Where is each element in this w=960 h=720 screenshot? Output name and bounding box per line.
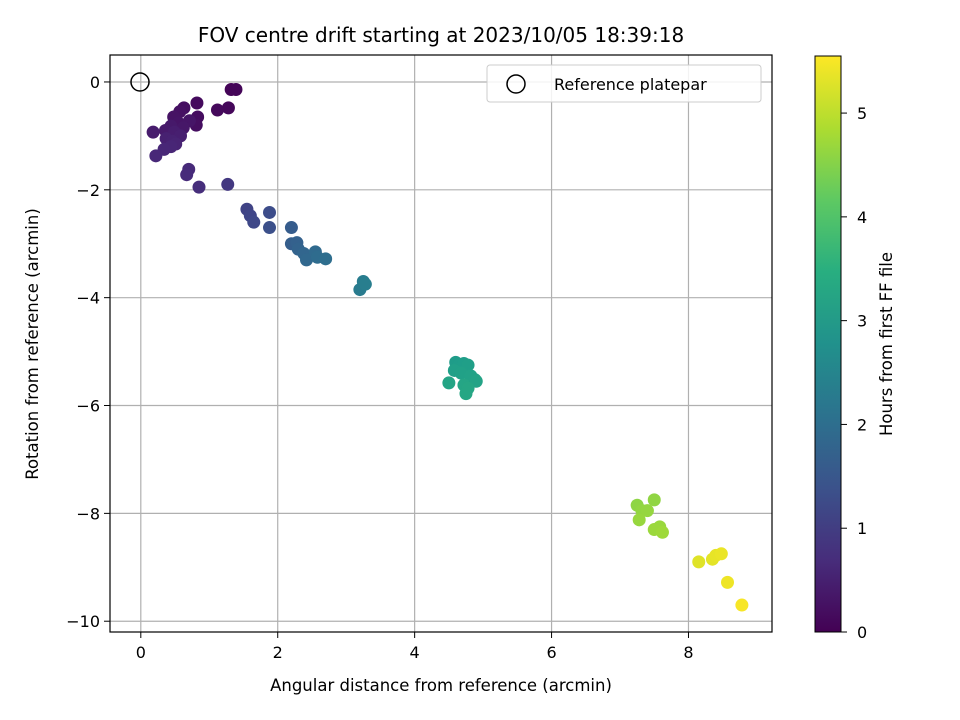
data-point: [192, 180, 206, 194]
data-point: [221, 101, 235, 115]
data-point: [640, 504, 654, 518]
x-tick-label: 2: [273, 643, 283, 662]
data-point: [459, 387, 473, 401]
y-axis-ticks: 0 −2 −4 −6 −8 −10: [66, 73, 110, 631]
data-point: [146, 125, 160, 139]
colorbar-ticks: 0 1 2 3 4 5: [841, 104, 867, 642]
colorbar-tick-label: 0: [857, 623, 867, 642]
data-point: [692, 555, 706, 569]
x-tick-label: 4: [410, 643, 420, 662]
data-point: [721, 575, 735, 589]
data-point: [319, 252, 333, 266]
data-point: [735, 598, 749, 612]
x-tick-label: 8: [683, 643, 693, 662]
data-point: [647, 493, 661, 507]
chart-title: FOV centre drift starting at 2023/10/05 …: [198, 23, 684, 47]
data-point: [263, 221, 277, 235]
legend: Reference platepar: [486, 64, 762, 103]
x-tick-label: 0: [136, 643, 146, 662]
grid-lines: [110, 55, 772, 632]
y-tick-label: −4: [76, 289, 100, 308]
legend-box: [486, 64, 762, 103]
x-axis-label: Angular distance from reference (arcmin): [270, 676, 612, 695]
data-point: [149, 149, 163, 163]
colorbar-tick-label: 1: [857, 519, 867, 538]
y-tick-label: −2: [76, 181, 100, 200]
x-tick-label: 6: [546, 643, 556, 662]
data-point: [632, 513, 646, 527]
data-point: [714, 547, 728, 561]
colorbar-tick-label: 2: [857, 415, 867, 434]
data-point: [655, 525, 669, 539]
plot-frame: [109, 54, 773, 633]
reference-platepar-marker: [130, 72, 150, 92]
x-axis-ticks: 0 2 4 6 8: [136, 632, 694, 662]
colorbar-label: Hours from first FF file: [877, 252, 896, 436]
data-points: [146, 83, 749, 612]
colorbar-tick-label: 5: [857, 104, 867, 123]
data-point: [442, 376, 456, 390]
legend-marker-icon: [506, 74, 526, 94]
y-tick-label: −6: [76, 397, 100, 416]
data-point: [247, 215, 261, 229]
y-tick-label: 0: [90, 73, 100, 92]
data-point: [190, 96, 204, 110]
data-point: [299, 253, 313, 267]
y-tick-label: −8: [76, 504, 100, 523]
data-point: [358, 277, 372, 291]
data-point: [229, 83, 243, 97]
data-point: [263, 205, 277, 219]
colorbar-tick-label: 3: [857, 312, 867, 331]
data-point: [284, 221, 298, 235]
data-point: [210, 103, 224, 117]
y-axis-label: Rotation from reference (arcmin): [23, 208, 42, 480]
y-tick-label: −10: [66, 612, 100, 631]
data-point: [180, 168, 194, 182]
colorbar: [814, 55, 842, 633]
data-point: [221, 177, 235, 191]
legend-entry-reference-platepar: Reference platepar: [554, 75, 707, 94]
colorbar-tick-label: 4: [857, 208, 867, 227]
